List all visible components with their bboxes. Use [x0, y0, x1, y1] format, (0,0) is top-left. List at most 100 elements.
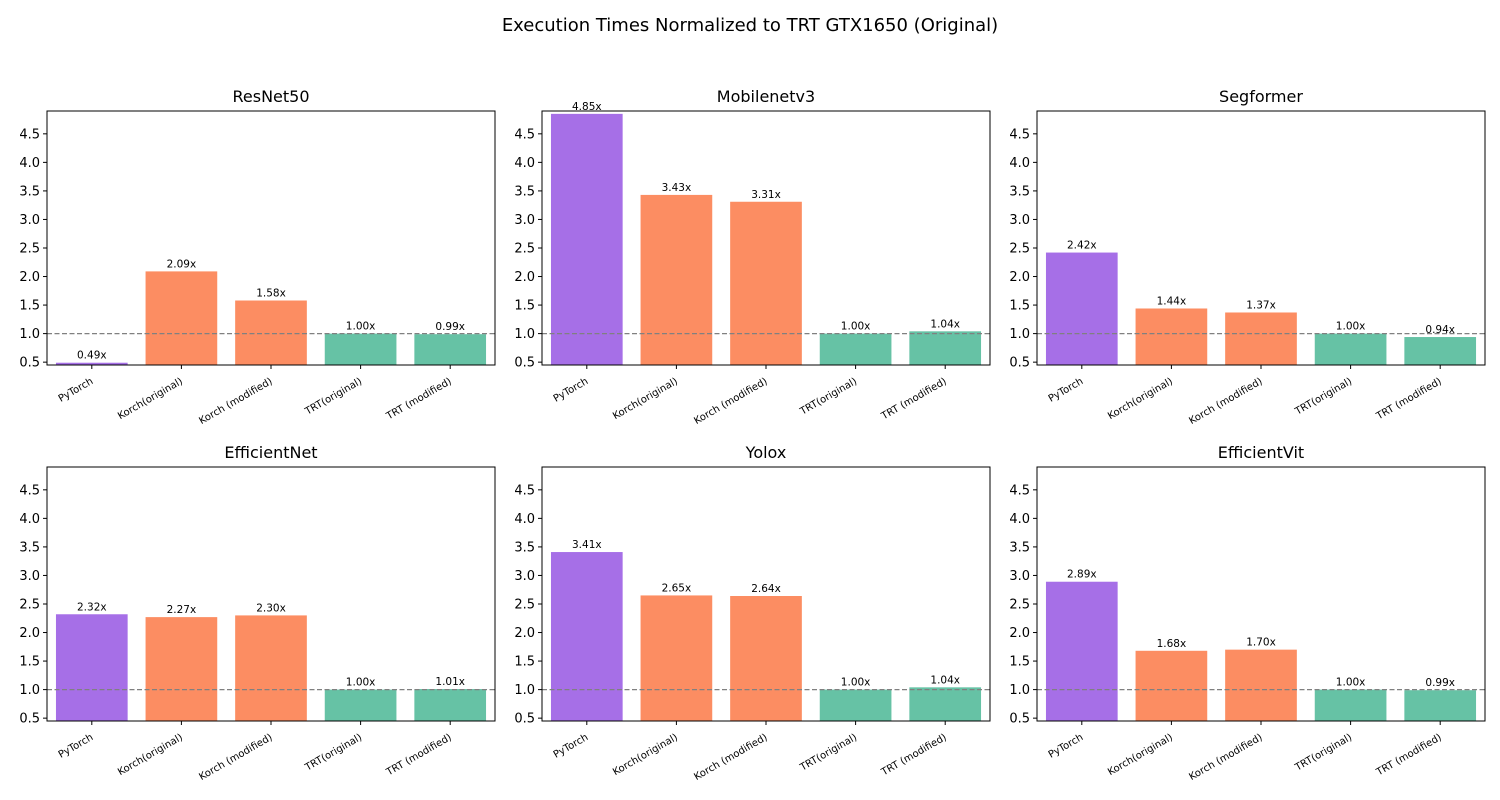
- y-tick-label: 0.5: [514, 356, 535, 371]
- x-tick-label: TRT(original): [798, 376, 860, 418]
- y-tick-label: 4.5: [1009, 127, 1030, 142]
- data-label: 2.89x: [1067, 569, 1097, 581]
- data-label: 2.27x: [167, 604, 197, 616]
- x-tick-label: TRT (modified): [879, 732, 949, 779]
- data-label: 2.32x: [77, 601, 107, 613]
- x-tick-label: Korch (modified): [197, 732, 274, 783]
- y-tick-label: 1.5: [19, 655, 40, 670]
- y-tick-label: 1.5: [514, 299, 535, 314]
- y-tick-label: 1.5: [1009, 655, 1030, 670]
- y-tick-label: 1.5: [1009, 299, 1030, 314]
- y-tick-label: 2.5: [514, 241, 535, 256]
- y-tick-label: 1.0: [19, 327, 40, 342]
- data-label: 0.49x: [77, 350, 107, 362]
- bar-mobilenetv3-1: [640, 194, 713, 365]
- x-tick-label: Korch (modified): [1187, 376, 1264, 427]
- x-tick-label: TRT(original): [1293, 732, 1355, 774]
- y-tick-label: 3.0: [1009, 569, 1030, 584]
- bar-mobilenetv3-0: [550, 113, 623, 365]
- bar-segformer-2: [1225, 312, 1297, 365]
- y-tick-label: 1.0: [514, 327, 535, 342]
- panel-efficientnet: EfficientNet 2.32x 2.27x 2.30x 1.00x 1.01x 0.5…: [19, 443, 496, 783]
- y-tick-label: 3.5: [514, 540, 535, 555]
- data-label: 1.68x: [1157, 638, 1187, 650]
- data-label: 1.04x: [930, 674, 960, 686]
- x-tick-label: PyTorch: [57, 732, 96, 761]
- x-tick-label: TRT (modified): [1374, 732, 1444, 779]
- data-label: 0.94x: [1425, 324, 1455, 336]
- x-tick-label: Korch(original): [116, 732, 185, 778]
- data-label: 1.00x: [1336, 677, 1366, 689]
- data-label: 2.42x: [1067, 240, 1097, 252]
- y-tick-label: 3.0: [514, 213, 535, 228]
- bar-mobilenetv3-4: [909, 331, 982, 365]
- x-tick-label: TRT (modified): [1374, 376, 1444, 423]
- y-tick-label: 1.0: [1009, 683, 1030, 698]
- y-tick-label: 4.5: [19, 127, 40, 142]
- bar-efficientnet-1: [145, 617, 218, 721]
- y-tick-label: 0.5: [514, 712, 535, 727]
- x-tick-label: Korch (modified): [1187, 732, 1264, 783]
- x-tick-label: Korch(original): [1106, 732, 1175, 778]
- data-label: 4.85x: [572, 101, 602, 113]
- data-label: 1.37x: [1246, 299, 1276, 311]
- bar-segformer-3: [1314, 333, 1387, 365]
- data-label: 2.65x: [662, 582, 692, 594]
- panel-resnet50: ResNet50 0.49x 2.09x 1.58x 1.00x 0.99x 0.5 1.0 1…: [19, 87, 496, 427]
- y-tick-label: 2.5: [19, 597, 40, 612]
- bar-resnet50-0: [55, 362, 128, 365]
- y-tick-label: 4.0: [19, 512, 40, 527]
- data-label: 0.99x: [1425, 677, 1455, 689]
- y-tick-label: 1.5: [514, 655, 535, 670]
- bar-yolox-4: [909, 687, 982, 721]
- bar-yolox-0: [550, 552, 623, 721]
- data-label: 2.64x: [751, 583, 781, 595]
- x-tick-label: TRT(original): [798, 732, 860, 774]
- x-tick-label: TRT (modified): [384, 376, 454, 423]
- data-label: 3.31x: [751, 189, 781, 201]
- y-tick-label: 2.5: [1009, 241, 1030, 256]
- bar-efficientvit-3: [1314, 689, 1387, 721]
- bar-mobilenetv3-2: [730, 201, 802, 365]
- bar-segformer-4: [1404, 337, 1477, 365]
- data-label: 2.09x: [167, 258, 197, 270]
- bar-mobilenetv3-3: [819, 333, 892, 365]
- bar-resnet50-4: [414, 334, 487, 365]
- y-tick-label: 4.0: [1009, 156, 1030, 171]
- x-tick-label: TRT(original): [303, 376, 365, 418]
- x-tick-label: TRT (modified): [879, 376, 949, 423]
- bar-segformer-0: [1045, 252, 1118, 365]
- y-tick-label: 2.5: [19, 241, 40, 256]
- y-tick-label: 4.5: [514, 127, 535, 142]
- data-label: 1.04x: [930, 318, 960, 330]
- bar-efficientvit-2: [1225, 649, 1297, 721]
- bar-resnet50-3: [324, 333, 397, 365]
- y-tick-label: 4.5: [514, 483, 535, 498]
- bar-efficientvit-1: [1135, 650, 1208, 721]
- data-label: 1.01x: [435, 676, 465, 688]
- bar-segformer-1: [1135, 308, 1208, 365]
- x-tick-label: Korch (modified): [692, 376, 769, 427]
- panel-title: Yolox: [745, 443, 787, 462]
- data-label: 3.41x: [572, 539, 602, 551]
- y-tick-label: 3.5: [19, 540, 40, 555]
- y-tick-label: 4.0: [514, 156, 535, 171]
- y-tick-label: 3.5: [1009, 540, 1030, 555]
- data-label: 1.44x: [1157, 295, 1187, 307]
- y-tick-label: 4.5: [19, 483, 40, 498]
- y-tick-label: 2.0: [19, 270, 40, 285]
- y-tick-label: 3.0: [19, 569, 40, 584]
- x-tick-label: PyTorch: [1047, 732, 1086, 761]
- panel-title: Mobilenetv3: [717, 87, 815, 106]
- y-tick-label: 4.0: [514, 512, 535, 527]
- data-label: 1.00x: [841, 677, 871, 689]
- x-tick-label: TRT(original): [1293, 376, 1355, 418]
- y-tick-label: 2.0: [1009, 626, 1030, 641]
- y-tick-label: 3.0: [1009, 213, 1030, 228]
- x-tick-label: Korch (modified): [692, 732, 769, 783]
- data-label: 1.00x: [1336, 321, 1366, 333]
- panel-title: EfficientVit: [1218, 443, 1304, 462]
- bar-yolox-2: [730, 595, 802, 721]
- y-tick-label: 3.5: [514, 184, 535, 199]
- panel-yolox: Yolox 3.41x 2.65x 2.64x 1.00x 1.04x 0.5 1.0 1.5 2…: [514, 443, 991, 783]
